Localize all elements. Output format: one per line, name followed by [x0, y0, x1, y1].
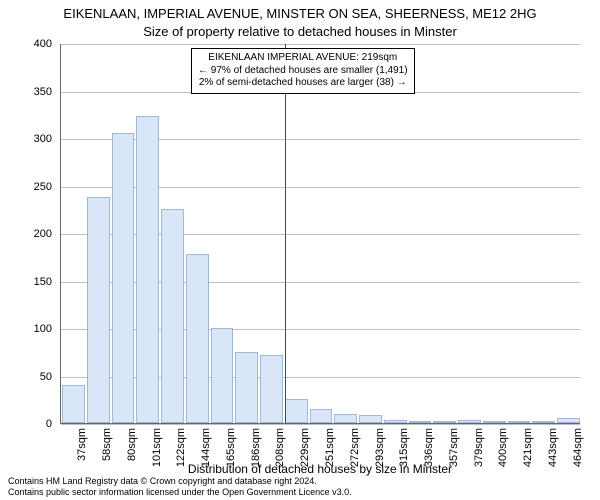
histogram-bar: [62, 385, 85, 423]
reference-line: [285, 44, 286, 423]
histogram-bar: [186, 254, 209, 423]
annotation-line3: 2% of semi-detached houses are larger (3…: [198, 77, 408, 90]
histogram-bar: [260, 355, 283, 423]
y-tick-label: 100: [34, 323, 52, 335]
footer-line2: Contains public sector information licen…: [8, 487, 352, 498]
y-tick-label: 350: [34, 86, 52, 98]
histogram-bar: [87, 197, 110, 423]
y-tick-label: 150: [34, 276, 52, 288]
y-tick-label: 0: [46, 418, 52, 430]
histogram-bar: [310, 409, 333, 423]
chart-container: EIKENLAAN, IMPERIAL AVENUE, MINSTER ON S…: [0, 0, 600, 500]
chart-title-line1: EIKENLAAN, IMPERIAL AVENUE, MINSTER ON S…: [0, 6, 600, 21]
histogram-bar: [359, 415, 382, 423]
plot-area: EIKENLAAN IMPERIAL AVENUE: 219sqm ← 97% …: [60, 44, 580, 424]
y-tick-label: 200: [34, 228, 52, 240]
histogram-bar: [136, 116, 159, 423]
histogram-bar: [384, 420, 407, 423]
chart-title-line2: Size of property relative to detached ho…: [0, 24, 600, 39]
y-tick-label: 400: [34, 38, 52, 50]
footer-attribution: Contains HM Land Registry data © Crown c…: [8, 476, 352, 498]
y-axis-ticks: 050100150200250300350400: [0, 44, 56, 424]
histogram-bar: [334, 414, 357, 424]
x-tick-label: 80sqm: [126, 428, 138, 461]
histogram-bar: [161, 209, 184, 423]
histogram-bar: [112, 133, 135, 423]
annotation-box: EIKENLAAN IMPERIAL AVENUE: 219sqm ← 97% …: [191, 48, 415, 94]
x-tick-label: 58sqm: [101, 428, 113, 461]
histogram-bar: [211, 328, 234, 423]
histogram-bar: [458, 420, 481, 423]
y-tick-label: 250: [34, 181, 52, 193]
gridline: [61, 44, 580, 45]
annotation-line1: EIKENLAAN IMPERIAL AVENUE: 219sqm: [198, 52, 408, 65]
histogram-bar: [483, 421, 506, 423]
y-tick-label: 300: [34, 133, 52, 145]
histogram-bar: [508, 421, 531, 423]
histogram-bar: [235, 352, 258, 423]
histogram-bar: [532, 421, 555, 423]
footer-line1: Contains HM Land Registry data © Crown c…: [8, 476, 352, 487]
annotation-line2: ← 97% of detached houses are smaller (1,…: [198, 65, 408, 78]
histogram-bar: [285, 399, 308, 423]
histogram-bar: [409, 421, 432, 423]
x-tick-label: 37sqm: [76, 428, 88, 461]
y-tick-label: 50: [40, 371, 52, 383]
histogram-bar: [433, 421, 456, 423]
x-axis-label: Distribution of detached houses by size …: [60, 462, 580, 476]
histogram-bar: [557, 418, 580, 423]
